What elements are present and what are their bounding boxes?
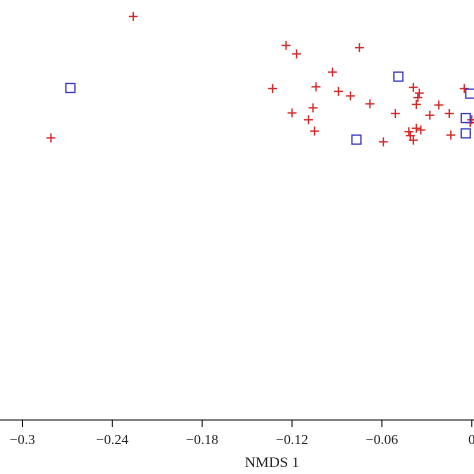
plus-marker-point — [128, 11, 138, 21]
plus-marker-point — [411, 99, 421, 109]
plus-marker-point — [304, 115, 314, 125]
plus-marker-point — [311, 82, 321, 92]
plus-marker-point — [378, 137, 388, 147]
plus-marker-point — [308, 103, 318, 113]
square-marker-point — [460, 128, 471, 139]
plus-marker-point — [345, 91, 355, 101]
plus-marker-point — [404, 127, 414, 137]
x-tick-label: 0 — [468, 433, 474, 448]
plus-marker-point — [446, 130, 456, 140]
plus-marker-point — [268, 84, 278, 94]
plus-marker-point — [365, 99, 375, 109]
square-marker-point — [465, 88, 474, 99]
x-tick-label: −0.3 — [10, 433, 35, 448]
plus-marker-point — [411, 123, 421, 133]
points-layer — [46, 11, 474, 147]
plus-marker-point — [434, 100, 444, 110]
plus-marker-point — [408, 135, 418, 145]
plus-marker-point — [405, 131, 415, 141]
plus-marker-point — [310, 126, 320, 136]
plus-marker-point — [333, 86, 343, 96]
plus-marker-point — [414, 88, 424, 98]
plus-marker-point — [354, 43, 364, 53]
plus-marker-point — [46, 133, 56, 143]
x-ticks-layer: −0.3 −0.24 −0.18 −0.12 −0.06 0 — [10, 420, 474, 448]
x-tick-label: −0.12 — [276, 433, 308, 448]
square-marker-point — [460, 112, 471, 124]
plus-marker-point — [292, 49, 302, 59]
square-marker-point — [65, 82, 76, 94]
square-marker-point — [351, 134, 362, 145]
x-tick-label: −0.06 — [366, 433, 398, 448]
plus-marker-point — [416, 125, 426, 135]
plus-marker-point — [287, 108, 297, 118]
square-marker-point — [393, 71, 404, 82]
plus-marker-point — [390, 109, 400, 119]
plus-marker-point — [425, 110, 435, 120]
plus-marker-point — [408, 82, 418, 92]
x-axis-title: NMDS 1 — [245, 455, 300, 471]
plus-marker-point — [444, 109, 454, 119]
plus-marker-point — [281, 40, 291, 50]
x-tick-label: −0.18 — [186, 433, 218, 448]
plus-marker-point — [467, 115, 474, 125]
x-tick-label: −0.24 — [96, 433, 128, 448]
plus-marker-point — [327, 67, 337, 77]
plus-marker-point — [413, 93, 423, 103]
